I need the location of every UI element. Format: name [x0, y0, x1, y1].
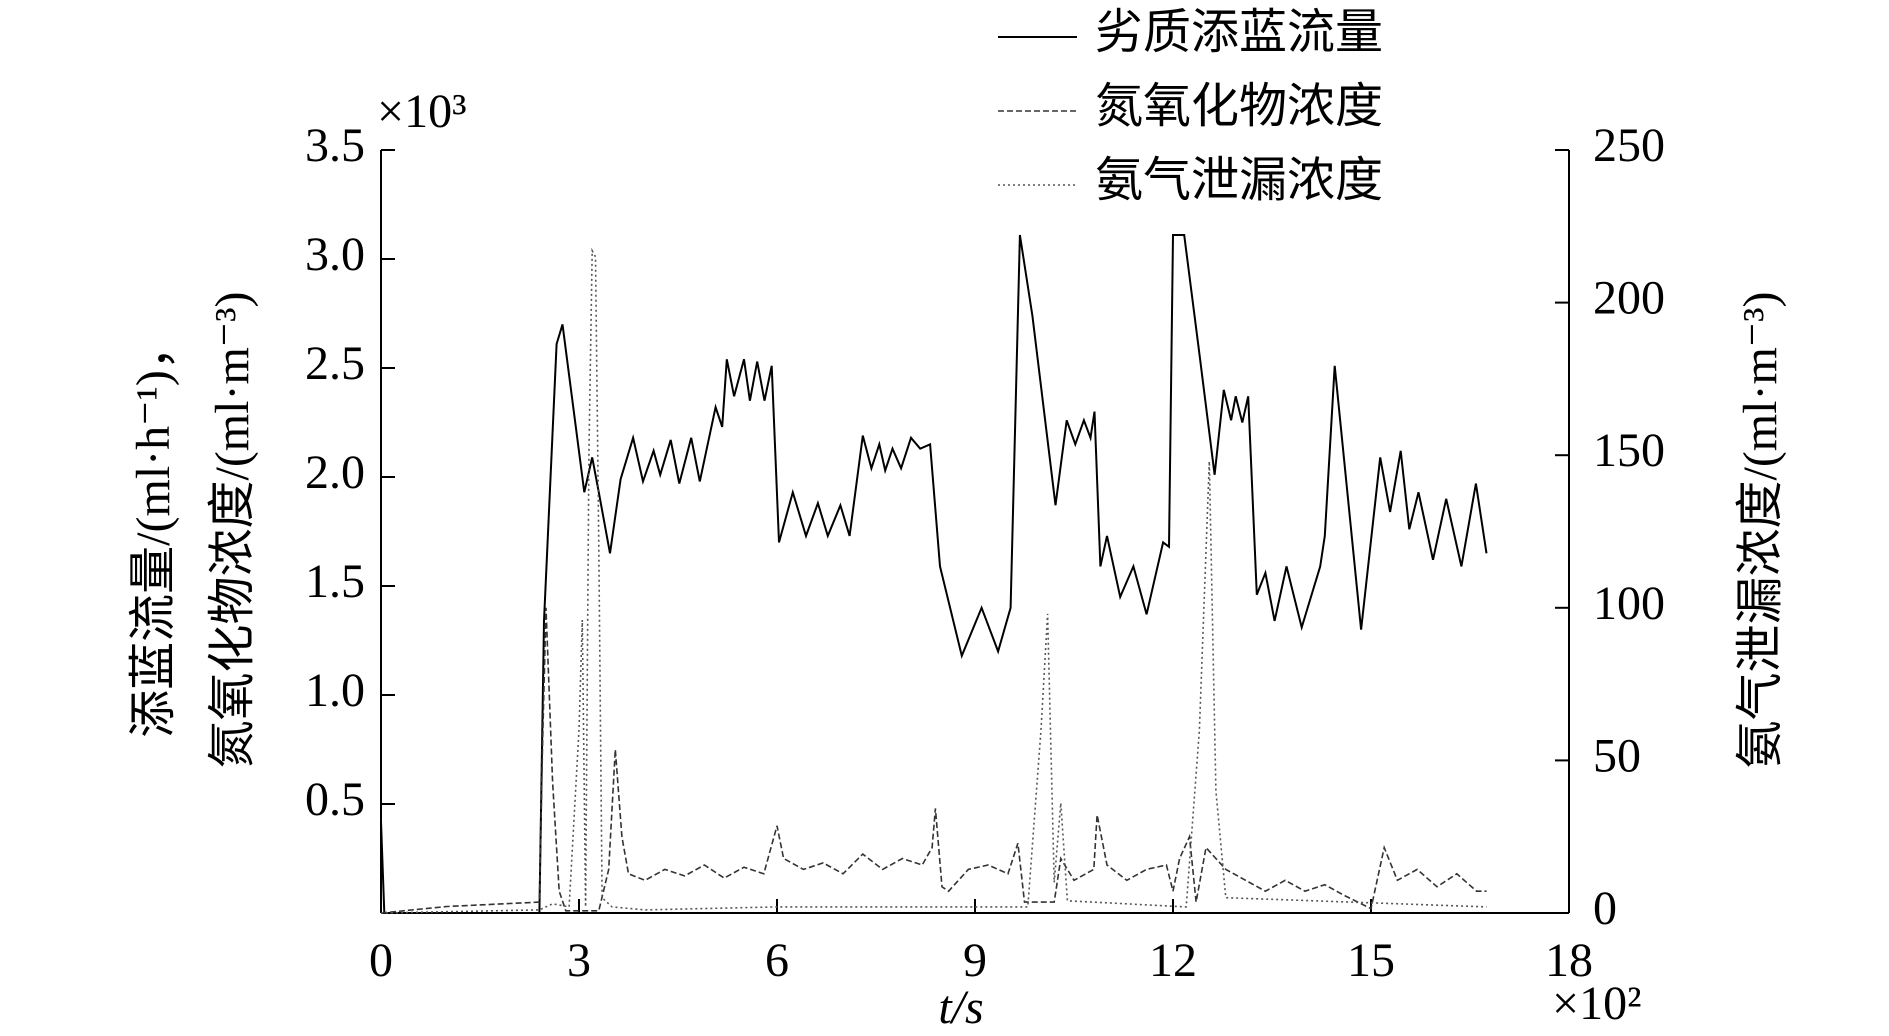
- x-tick-label: 18: [1545, 934, 1593, 987]
- y-multiplier: ×10³: [377, 85, 466, 138]
- legend-label: 劣质添蓝流量: [1095, 6, 1383, 59]
- series-line: [380, 247, 1487, 914]
- series-line: [380, 607, 1487, 914]
- x-multiplier: ×10²: [1552, 977, 1641, 1030]
- y-tick-label: 3.5: [305, 119, 365, 172]
- y-tick-label: 2.5: [305, 337, 365, 390]
- x-tick-label: 15: [1347, 934, 1395, 987]
- y-axis-label: 添蓝流量/(ml·h⁻¹)，: [127, 322, 180, 738]
- y-tick-label: 0.5: [305, 773, 365, 826]
- y-tick-label: 2.0: [305, 446, 365, 499]
- y-tick-label: 1.0: [305, 664, 365, 717]
- y-tick-label: 3.0: [305, 228, 365, 281]
- x-tick-label: 3: [567, 934, 591, 987]
- y2-tick-label: 100: [1593, 577, 1665, 630]
- series-line: [380, 234, 1488, 914]
- y2-axis-label: 氨气泄漏浓度/(ml·m⁻³): [1734, 291, 1787, 768]
- x-tick-label: 6: [765, 934, 789, 987]
- y2-tick-label: 0: [1593, 882, 1617, 935]
- legend-label: 氨气泄漏浓度: [1095, 154, 1383, 207]
- y2-tick-label: 200: [1593, 272, 1665, 325]
- x-tick-label: 12: [1149, 934, 1197, 987]
- y-axis-label: 氮氧化物浓度/(ml·m⁻³): [206, 291, 259, 768]
- legend-label: 氮氧化物浓度: [1095, 80, 1383, 133]
- x-axis-label: t/s: [938, 981, 983, 1034]
- x-tick-label: 9: [963, 934, 987, 987]
- y-tick-label: 1.5: [305, 555, 365, 608]
- x-tick-label: 0: [369, 934, 393, 987]
- y2-tick-label: 250: [1593, 119, 1665, 172]
- y2-tick-label: 50: [1593, 729, 1641, 782]
- y2-tick-label: 150: [1593, 424, 1665, 477]
